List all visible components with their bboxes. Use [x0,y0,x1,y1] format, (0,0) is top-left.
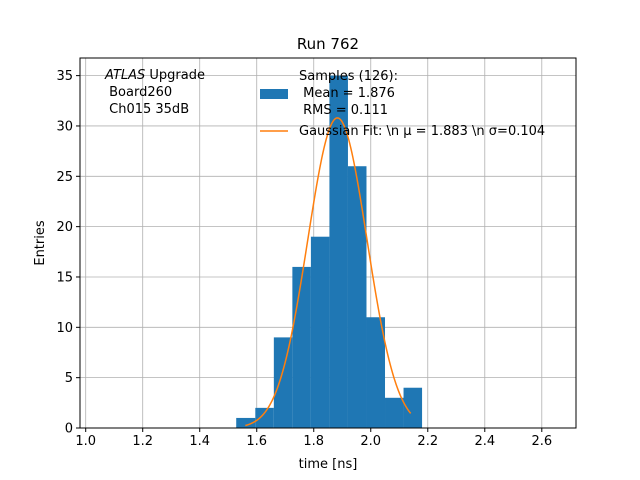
y-axis-ticks: 0 5 10 15 20 25 30 35 [56,69,80,437]
y-tick-label-7: 35 [56,69,73,84]
annotation-line-1: ATLAS Upgrade [104,68,205,83]
x-tick-label-0: 1.0 [75,434,96,449]
histogram-bar-1 [255,407,274,428]
annotation-line-3: Ch015 35dB [105,102,189,117]
legend-hist-line-1: Samples (126): [299,69,398,84]
y-tick-label-2: 10 [56,321,73,336]
histogram-bar-6 [347,166,367,428]
gaussian-fit-curve [245,117,412,427]
legend-fit-label: Gaussian Fit: \n μ = 1.883 \n σ=0.104 [299,124,545,139]
histogram-bars [236,75,423,428]
histogram-bar-9 [403,387,423,428]
y-tick-label-5: 25 [56,170,73,185]
y-axis-label: Entries [33,220,48,266]
x-tick-label-7: 2.4 [474,434,495,449]
x-tick-label-4: 1.8 [303,434,324,449]
atlas-annotation: ATLAS Upgrade Board260 Ch015 35dB [104,68,205,117]
histogram-bar-8 [385,397,404,428]
y-tick-label-0: 0 [65,422,73,437]
histogram-bar-3 [292,266,311,428]
histogram-bar-2 [273,337,293,428]
x-tick-label-6: 2.2 [417,434,438,449]
legend: Samples (126): Mean = 1.876 RMS = 0.111 … [260,69,545,139]
y-tick-label-6: 30 [56,119,73,134]
histogram-bar-7 [366,317,386,428]
chart-title: Run 762 [297,35,359,53]
x-tick-label-2: 1.4 [189,434,210,449]
x-tick-label-3: 1.6 [246,434,267,449]
annotation-atlas: ATLAS [104,68,145,83]
x-tick-label-1: 1.2 [132,434,153,449]
legend-hist-swatch [260,89,288,99]
fit-curve-group [245,117,412,427]
y-tick-label-3: 15 [56,270,73,285]
histogram-bar-4 [310,236,330,428]
y-tick-label-1: 5 [65,371,73,386]
x-tick-label-8: 2.6 [531,434,552,449]
y-tick-label-4: 20 [56,220,73,235]
histogram-bar-5 [329,75,348,428]
histogram-bar-0 [236,417,256,428]
annotation-line-2: Board260 [105,85,172,100]
legend-hist-line-3: RMS = 0.111 [299,103,388,118]
annotation-upgrade: Upgrade [145,68,205,83]
plot-frame [79,57,577,429]
x-tick-label-5: 2.0 [360,434,381,449]
legend-hist-line-2: Mean = 1.876 [299,86,395,101]
x-axis-label: time [ns] [299,457,358,472]
x-axis-ticks: 1.0 1.2 1.4 1.6 1.8 2.0 2.2 2.4 2.6 [75,428,552,449]
